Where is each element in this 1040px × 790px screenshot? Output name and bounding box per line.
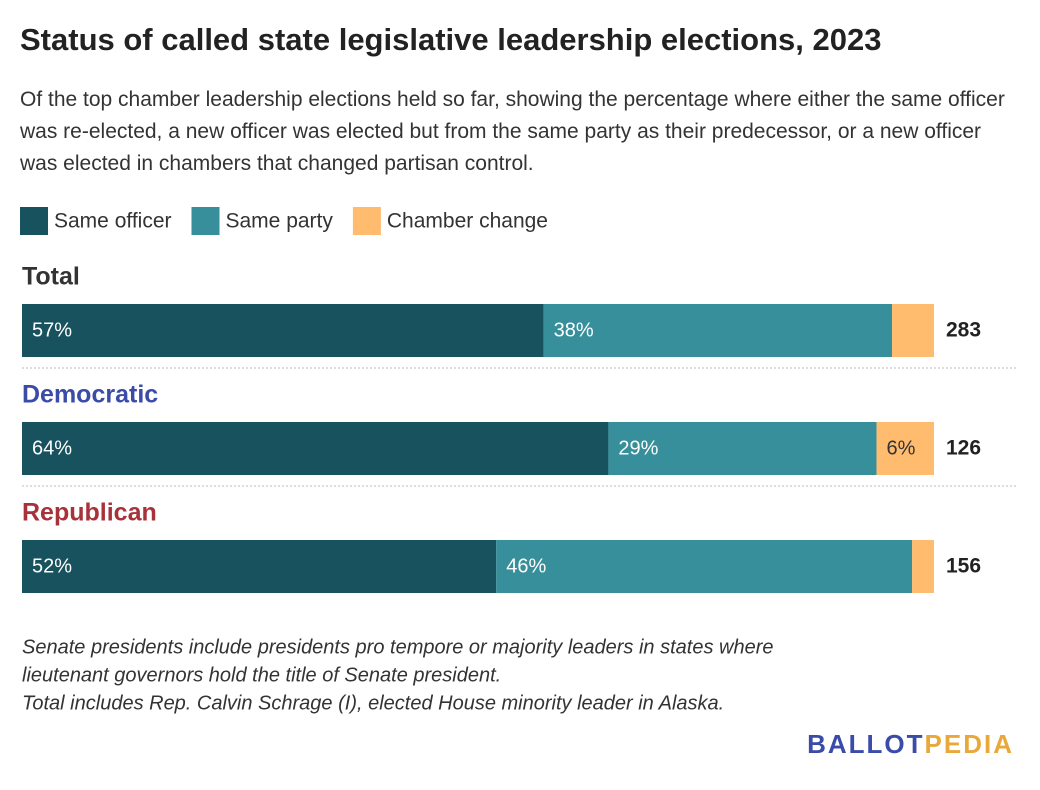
legend-swatch bbox=[191, 207, 220, 235]
bar-segment bbox=[22, 422, 609, 475]
chart-title: Status of called state legislative leade… bbox=[20, 22, 881, 57]
bar-segment bbox=[608, 422, 877, 475]
value-label: 57% bbox=[32, 319, 72, 341]
bar-segment bbox=[912, 540, 934, 593]
legend-label: Chamber change bbox=[387, 210, 548, 233]
legend-swatch bbox=[20, 207, 48, 235]
value-label: 29% bbox=[618, 437, 658, 459]
row-total: 283 bbox=[946, 319, 981, 342]
bar-segment bbox=[22, 540, 497, 593]
footnote: Senate presidents include presidents pro… bbox=[22, 636, 774, 658]
logo-part: BALLOT bbox=[807, 729, 924, 759]
legend-swatch bbox=[352, 207, 381, 235]
footnote: lieutenant governors hold the title of S… bbox=[22, 664, 501, 686]
value-label: 64% bbox=[32, 437, 72, 459]
bar-segment bbox=[22, 304, 544, 357]
logo: BALLOTPEDIA bbox=[807, 729, 1014, 759]
footnote: Total includes Rep. Calvin Schrage (I), … bbox=[22, 692, 724, 714]
value-label: 38% bbox=[554, 319, 594, 341]
category-label: Republican bbox=[22, 499, 157, 527]
row-total: 126 bbox=[946, 437, 981, 460]
value-label: 52% bbox=[32, 555, 72, 577]
logo-part: PEDIA bbox=[925, 729, 1014, 759]
legend-label: Same party bbox=[226, 210, 334, 233]
row-total: 156 bbox=[946, 555, 981, 578]
bar-segment bbox=[496, 540, 913, 593]
bar-segment bbox=[876, 422, 934, 475]
bar-segment bbox=[892, 304, 934, 357]
bar-segment bbox=[543, 304, 893, 357]
legend-label: Same officer bbox=[54, 210, 172, 233]
category-label: Democratic bbox=[22, 381, 158, 409]
chart-subtitle: Of the top chamber leadership elections … bbox=[20, 88, 1005, 175]
value-label: 6% bbox=[887, 437, 916, 459]
category-label: Total bbox=[22, 263, 80, 291]
value-label: 46% bbox=[506, 555, 546, 577]
